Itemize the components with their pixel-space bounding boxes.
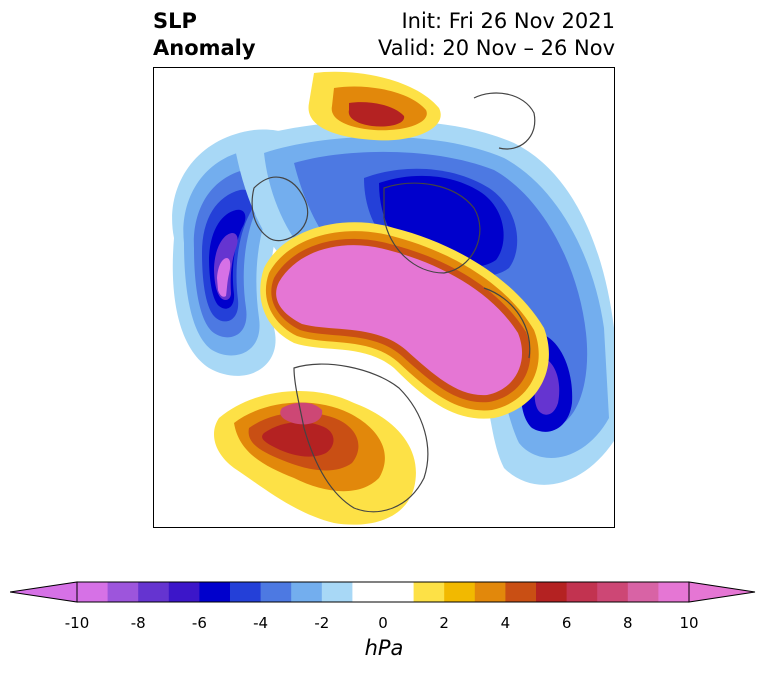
colorbar-extend-low	[10, 581, 78, 603]
variable-label-line2: Anomaly	[153, 36, 256, 60]
valid-label: Valid: 20 Nov – 26 Nov	[378, 36, 615, 60]
variable-label: SLP	[153, 9, 197, 33]
colorbar-swatch	[413, 582, 445, 602]
colorbar-swatch	[597, 582, 629, 602]
colorbar-swatch	[627, 582, 659, 602]
colorbar-swatch	[352, 582, 384, 602]
colorbar-tick-label: -2	[314, 614, 330, 632]
colorbar	[10, 581, 756, 603]
colorbar-swatch	[474, 582, 506, 602]
colorbar-swatch	[260, 582, 292, 602]
colorbar-swatch	[138, 582, 170, 602]
colorbar-tick-label: 8	[623, 614, 633, 632]
init-label: Init: Fri 26 Nov 2021	[401, 9, 615, 33]
colorbar-swatch	[505, 582, 537, 602]
colorbar-tick-label: -10	[64, 614, 90, 632]
colorbar-swatch	[168, 582, 200, 602]
colorbar-swatch	[107, 582, 139, 602]
colorbar-tick-label: 2	[439, 614, 449, 632]
colorbar-extend-high	[688, 581, 756, 603]
colorbar-tick-label: 4	[500, 614, 511, 632]
colorbar-swatch	[291, 582, 323, 602]
colorbar-swatch	[566, 582, 598, 602]
colorbar-tick-label: -8	[130, 614, 146, 632]
north-america-high-anomaly	[214, 391, 416, 525]
colorbar-swatch	[536, 582, 568, 602]
colorbar-swatch	[77, 582, 109, 602]
colorbar-swatch	[383, 582, 415, 602]
colorbar-swatch	[444, 582, 476, 602]
colorbar-outline	[76, 581, 690, 603]
map-panel	[153, 67, 615, 528]
coastlines	[251, 92, 536, 513]
map-title-left: SLP Anomaly	[153, 8, 256, 62]
map-title-right: Init: Fri 26 Nov 2021 Valid: 20 Nov – 26…	[378, 8, 615, 62]
colorbar-swatch	[321, 582, 353, 602]
colorbar-swatch	[230, 582, 262, 602]
colorbar-unit-label: hPa	[364, 636, 404, 660]
siberia-high-anomaly	[308, 71, 441, 141]
colorbar-tick-label: -6	[191, 614, 207, 632]
colorbar-swatch	[199, 582, 231, 602]
colorbar-tick-label: 6	[561, 614, 572, 632]
colorbar-tick-label: 10	[679, 614, 699, 632]
colorbar-tick-label: 0	[378, 614, 388, 632]
colorbar-swatch	[658, 582, 690, 602]
slp-anomaly-map	[172, 71, 614, 525]
arctic-high-anomaly	[260, 222, 549, 419]
colorbar-tick-label: -4	[253, 614, 269, 632]
